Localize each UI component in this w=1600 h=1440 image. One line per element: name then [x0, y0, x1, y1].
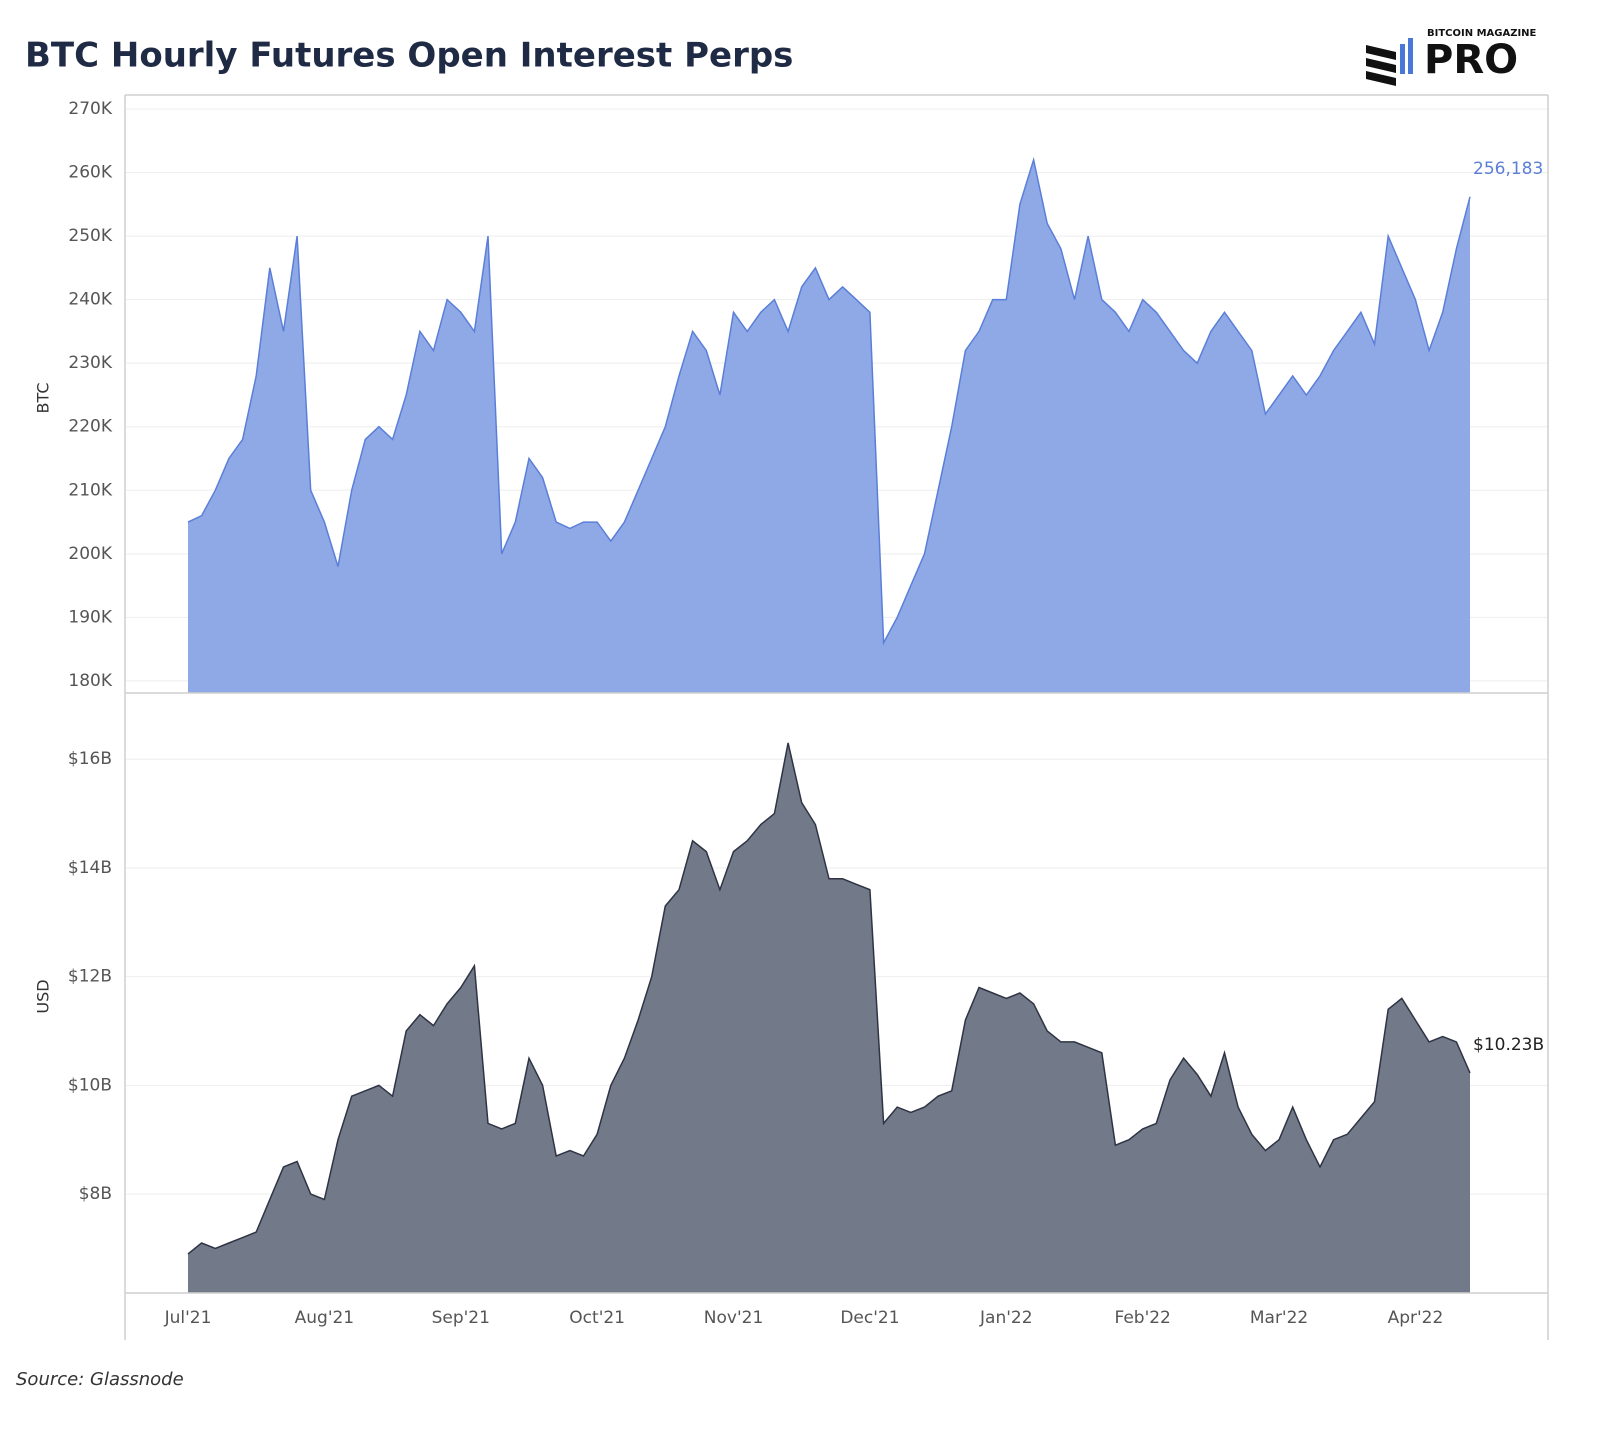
brand-logo: BITCOIN MAGAZINE PRO	[1366, 28, 1537, 86]
y-tick-label: $12B	[68, 967, 112, 987]
brand-top: BITCOIN MAGAZINE	[1427, 28, 1537, 39]
chart-title: BTC Hourly Futures Open Interest Perps	[25, 36, 793, 76]
y-tick-label: 250K	[68, 226, 112, 246]
x-tick-label: Nov'21	[704, 1308, 763, 1328]
x-tick-label: Apr'22	[1388, 1308, 1444, 1328]
source-note: Source: Glassnode	[16, 1369, 184, 1390]
x-tick-label: Mar'22	[1250, 1308, 1308, 1328]
x-tick-label: Oct'21	[569, 1308, 625, 1328]
area-fill	[188, 159, 1470, 694]
value-label: 256,183	[1473, 159, 1543, 179]
x-tick-label: Dec'21	[840, 1308, 899, 1328]
y-tick-label: 230K	[68, 353, 112, 373]
y-tick-label: 260K	[68, 163, 112, 183]
y-tick-label: $14B	[68, 858, 112, 878]
y-tick-label: 190K	[68, 607, 112, 627]
y-axis-label: BTC	[34, 383, 53, 414]
value-label: $10.23B	[1473, 1035, 1544, 1055]
area-fill	[188, 742, 1470, 1293]
logo-icon	[1366, 45, 1396, 86]
y-tick-label: 200K	[68, 544, 112, 564]
logo-bar	[1408, 38, 1413, 74]
x-tick-label: Aug'21	[295, 1308, 355, 1328]
area-line	[187, 156, 1471, 646]
y-tick-label: $10B	[68, 1075, 112, 1095]
y-tick-label: $16B	[68, 749, 112, 769]
x-tick-label: Jan'22	[979, 1308, 1033, 1328]
y-tick-label: 240K	[68, 290, 112, 310]
y-tick-label: 210K	[68, 480, 112, 500]
x-tick-label: Feb'22	[1114, 1308, 1170, 1328]
area-line	[187, 742, 1471, 1255]
x-tick-label: Jul'21	[164, 1308, 212, 1328]
y-tick-label: $8B	[79, 1184, 112, 1204]
y-tick-label: 270K	[68, 99, 112, 119]
y-axis-label: USD	[34, 979, 53, 1013]
y-tick-label: 220K	[68, 417, 112, 437]
logo-bar	[1400, 44, 1405, 74]
brand-main: PRO	[1424, 37, 1518, 83]
y-tick-label: 180K	[68, 671, 112, 691]
x-tick-label: Sep'21	[432, 1308, 490, 1328]
